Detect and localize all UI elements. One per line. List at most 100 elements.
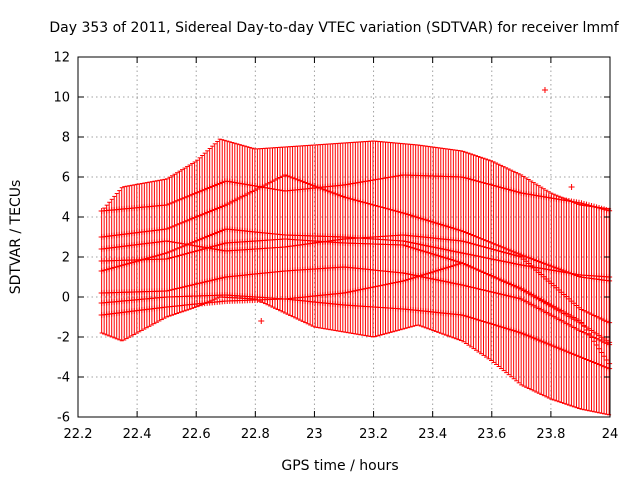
data-point-s3 bbox=[101, 267, 108, 274]
data-point-s2 bbox=[354, 197, 361, 204]
data-point-s6 bbox=[410, 274, 417, 281]
data-point-s6 bbox=[407, 275, 414, 282]
chart-title: Day 353 of 2011, Sidereal Day-to-day VTE… bbox=[49, 20, 619, 36]
x-tick-label: 22.8 bbox=[241, 427, 270, 442]
data-point-s5 bbox=[493, 290, 500, 297]
data-point-s2 bbox=[277, 174, 284, 181]
data-point-s3 bbox=[455, 249, 462, 256]
data-point-s2 bbox=[184, 217, 191, 224]
data-point-s4 bbox=[168, 254, 175, 261]
data-point-s5 bbox=[163, 287, 170, 294]
data-point-s5 bbox=[437, 277, 444, 284]
y-tick-label: 8 bbox=[62, 131, 70, 146]
data-point-s5 bbox=[523, 298, 530, 305]
data-point-s6 bbox=[435, 267, 442, 274]
data-point-s6 bbox=[380, 282, 387, 289]
data-point-s4 bbox=[179, 251, 186, 258]
data-point-s2 bbox=[430, 219, 437, 226]
data-point-s1 bbox=[586, 202, 593, 209]
data-point-s6 bbox=[369, 284, 376, 291]
data-point-s6 bbox=[362, 285, 369, 292]
data-point-s6 bbox=[518, 285, 525, 292]
data-point-s7 bbox=[515, 253, 522, 260]
data-point-s6 bbox=[477, 268, 484, 275]
data-point-s5 bbox=[606, 341, 613, 348]
x-tick-label: 22.6 bbox=[182, 427, 211, 442]
data-point-s6 bbox=[543, 299, 550, 306]
data-point-s2 bbox=[304, 180, 311, 187]
data-point-s6 bbox=[565, 311, 572, 318]
data-point-s6 bbox=[374, 283, 381, 290]
data-point-s2 bbox=[369, 201, 376, 208]
data-point-s8 bbox=[460, 312, 467, 319]
data-point-s2 bbox=[533, 257, 540, 264]
data-point-s2 bbox=[224, 201, 231, 208]
data-point-s2 bbox=[244, 191, 251, 198]
data-point-s6 bbox=[528, 291, 535, 298]
data-point-s2 bbox=[432, 219, 439, 226]
data-point-s2 bbox=[493, 241, 500, 248]
data-point-s2 bbox=[279, 173, 286, 180]
data-point-s3 bbox=[488, 255, 495, 262]
data-point-s6 bbox=[420, 271, 427, 278]
data-point-s3 bbox=[445, 247, 452, 254]
data-point-s1 bbox=[480, 179, 487, 186]
data-point-s7 bbox=[475, 242, 482, 249]
data-point-s3 bbox=[490, 256, 497, 263]
data-point-s8 bbox=[505, 326, 512, 333]
data-point-s2 bbox=[289, 174, 296, 181]
data-point-s5 bbox=[565, 321, 572, 328]
data-point-s2 bbox=[284, 172, 291, 179]
data-point-s8 bbox=[570, 351, 577, 358]
data-point-s6 bbox=[535, 295, 542, 302]
data-point-s2 bbox=[455, 226, 462, 233]
data-point-s3 bbox=[168, 247, 175, 254]
data-point-s1 bbox=[199, 187, 206, 194]
data-point-s8 bbox=[472, 316, 479, 323]
data-point-s2 bbox=[168, 223, 175, 230]
data-point-s4 bbox=[417, 247, 424, 254]
data-point-s6 bbox=[415, 273, 422, 280]
data-point-s2 bbox=[488, 239, 495, 246]
data-point-s1 bbox=[475, 178, 482, 185]
data-point-s1 bbox=[601, 206, 608, 213]
data-point-s6 bbox=[510, 282, 517, 289]
data-point-s6 bbox=[385, 281, 392, 288]
data-point-s6 bbox=[427, 269, 434, 276]
data-point-s3 bbox=[219, 227, 226, 234]
data-point-s7 bbox=[472, 241, 479, 248]
y-axis: -6 -4 -2 0 2 4 6 8 10 12 bbox=[53, 51, 610, 426]
data-point-s2 bbox=[392, 207, 399, 214]
data-point-s2 bbox=[241, 192, 248, 199]
data-point-s2 bbox=[472, 233, 479, 240]
data-point-s8 bbox=[470, 315, 477, 322]
data-point-s6 bbox=[354, 287, 361, 294]
data-point-s1 bbox=[583, 201, 590, 208]
data-point-s2 bbox=[211, 206, 218, 213]
data-point-s2 bbox=[540, 260, 547, 267]
data-point-s2 bbox=[535, 258, 542, 265]
data-point-s6 bbox=[357, 286, 364, 293]
data-point-s3 bbox=[214, 229, 221, 236]
data-point-s6 bbox=[483, 270, 490, 277]
data-point-s2 bbox=[271, 177, 278, 184]
data-point-s7 bbox=[505, 250, 512, 257]
data-point-s3 bbox=[201, 234, 208, 241]
data-point-s5 bbox=[427, 275, 434, 282]
data-point-s5 bbox=[204, 278, 211, 285]
data-point-s8 bbox=[465, 313, 472, 320]
data-point-s4 bbox=[163, 255, 170, 262]
data-point-s2 bbox=[490, 240, 497, 247]
data-point-s5 bbox=[505, 292, 512, 299]
data-point-s2 bbox=[417, 215, 424, 222]
y-tick-label: -2 bbox=[57, 331, 70, 346]
data-point-s5 bbox=[219, 274, 226, 281]
data-point-s6 bbox=[462, 261, 469, 268]
data-point-s7 bbox=[580, 307, 587, 314]
data-point-s3 bbox=[216, 228, 223, 235]
data-point-s5 bbox=[513, 294, 520, 301]
data-point-s5 bbox=[191, 281, 198, 288]
x-tick-label: 24 bbox=[602, 427, 619, 442]
data-point-s3 bbox=[118, 262, 125, 269]
data-point-s8 bbox=[518, 329, 525, 336]
